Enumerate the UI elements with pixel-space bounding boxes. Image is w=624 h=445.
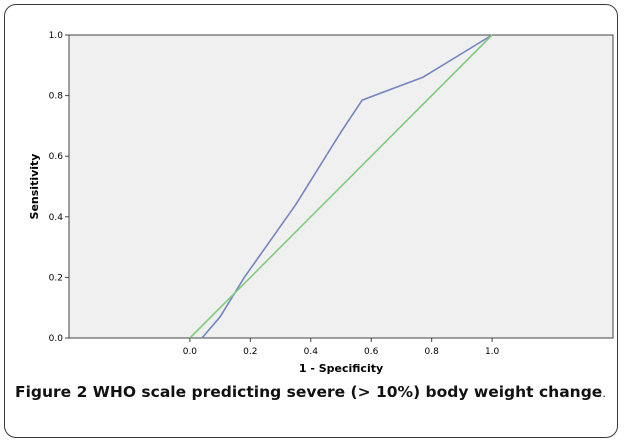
y-tick-label: 0.2 bbox=[49, 273, 63, 283]
x-tick-label: 0.6 bbox=[364, 347, 379, 357]
figure-caption: Figure 2 WHO scale predicting severe (> … bbox=[15, 380, 609, 406]
x-tick-label: 0.4 bbox=[304, 347, 319, 357]
y-axis: 0.0 0.2 0.4 0.6 0.8 1.0 bbox=[49, 31, 69, 344]
y-tick-label: 0.0 bbox=[49, 334, 64, 344]
x-axis-title: 1 - Specificity bbox=[299, 362, 383, 375]
caption-end: . bbox=[602, 387, 606, 400]
roc-chart: 0.0 0.2 0.4 0.6 0.8 1.0 0.0 0.2 0.4 0.6 0.8 1.0 1 … bbox=[28, 31, 614, 375]
x-tick-label: 0.0 bbox=[183, 347, 198, 357]
x-tick-label: 0.8 bbox=[425, 347, 440, 357]
y-axis-title: Sensitivity bbox=[28, 154, 41, 220]
x-tick-label: 1.0 bbox=[485, 347, 500, 357]
roc-curve-line bbox=[201, 34, 493, 339]
reference-line bbox=[189, 34, 493, 339]
y-tick-label: 0.8 bbox=[49, 92, 64, 102]
x-axis: 0.0 0.2 0.4 0.6 0.8 1.0 bbox=[183, 338, 500, 357]
series-layer bbox=[189, 34, 493, 339]
y-tick-label: 1.0 bbox=[49, 31, 64, 41]
y-tick-label: 0.4 bbox=[49, 213, 64, 223]
x-tick-label: 0.2 bbox=[243, 347, 257, 357]
y-tick-label: 0.6 bbox=[49, 152, 64, 162]
caption-label: Figure 2 bbox=[15, 383, 88, 401]
caption-text: WHO scale predicting severe (> 10%) body… bbox=[87, 383, 603, 401]
